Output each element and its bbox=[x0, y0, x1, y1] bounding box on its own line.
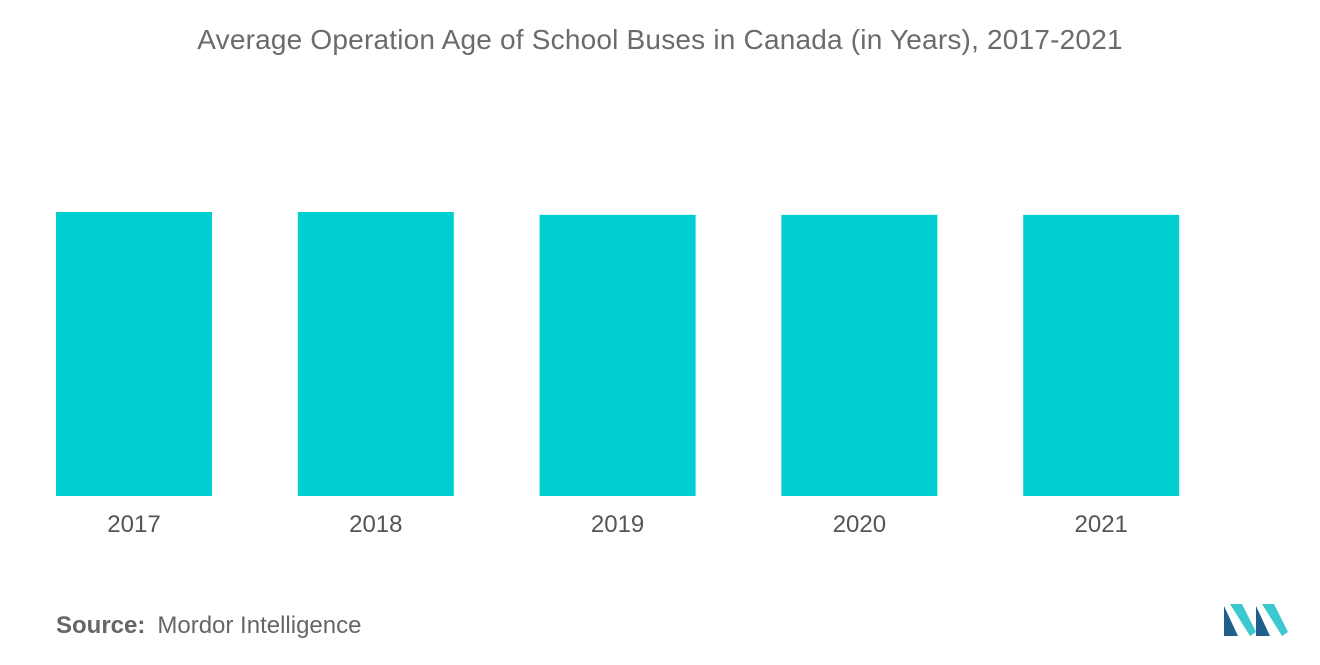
bar-2020 bbox=[781, 214, 938, 496]
source-note: Source: Mordor Intelligence bbox=[56, 612, 361, 640]
bar-2018 bbox=[297, 212, 454, 496]
bar-2021 bbox=[1023, 214, 1180, 496]
bar-2019 bbox=[539, 214, 696, 496]
source-value: Mordor Intelligence bbox=[157, 612, 362, 639]
x-tick-label-2021: 2021 bbox=[1075, 511, 1128, 538]
logo-stroke-3 bbox=[1256, 606, 1270, 636]
source-label: Source: bbox=[56, 612, 146, 639]
x-axis-ticks: 2017 2018 2019 2020 2021 bbox=[107, 511, 1128, 538]
logo-stroke-4 bbox=[1262, 604, 1288, 636]
x-tick-label-2018: 2018 bbox=[349, 511, 402, 538]
chart-title: Average Operation Age of School Buses in… bbox=[197, 24, 1123, 55]
x-tick-label-2019: 2019 bbox=[591, 511, 644, 538]
bar-2017 bbox=[56, 212, 212, 496]
mordor-intelligence-logo-icon bbox=[1224, 604, 1288, 636]
bars-group bbox=[56, 212, 1180, 496]
logo-stroke-2 bbox=[1230, 604, 1256, 636]
x-tick-label-2017: 2017 bbox=[107, 511, 160, 538]
logo-stroke-1 bbox=[1224, 606, 1238, 636]
x-tick-label-2020: 2020 bbox=[833, 511, 886, 538]
